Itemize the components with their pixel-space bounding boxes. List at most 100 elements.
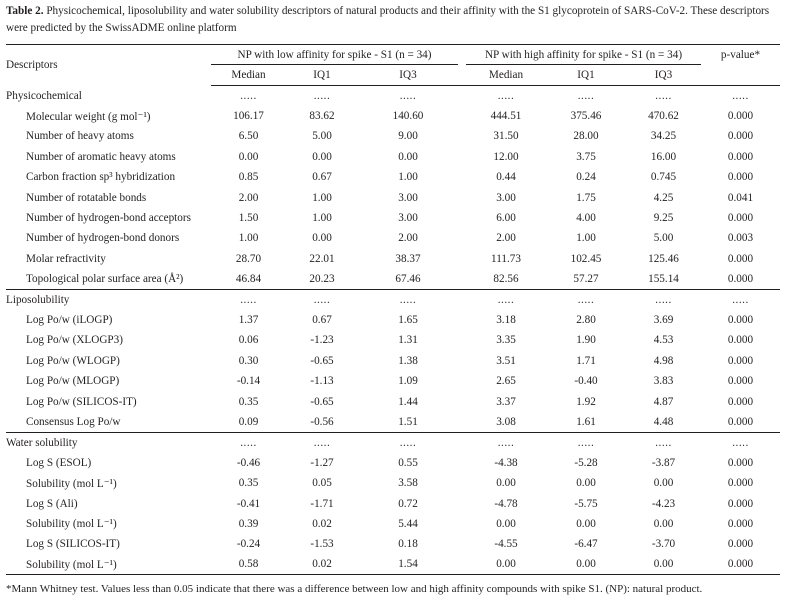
row-value: 0.000 [727,110,754,123]
header-high-affinity: NP with high affinity for spike - S1 (n … [466,44,701,65]
row-value: -1.71 [310,497,334,510]
row-value: 57.27 [573,272,599,285]
descriptor-table: Descriptors NP with low affinity for spi… [6,44,780,576]
row-value: 0.00 [312,150,332,163]
row-value: -0.46 [236,456,261,469]
row-label: Consensus Log Po/w [26,415,121,428]
row-value: 0.06 [238,334,259,347]
section-dots: ..... [655,89,672,102]
row-value: 1.09 [398,375,418,388]
row-value: 4.25 [653,191,674,204]
row-value: 16.00 [650,150,677,163]
section-dots: ..... [701,431,780,453]
row-value: 9.25 [653,212,674,225]
header-high-median: Median [466,64,546,86]
table-row: Carbon fraction sp³ hybridization 0.85 0.6… [6,167,780,187]
header-descriptors: Descriptors [6,44,211,86]
row-value: 0.39 [238,517,259,530]
row-value: 3.00 [398,191,418,204]
row-value: 0.000 [727,130,754,143]
row-value: 4.00 [576,212,596,225]
row-value: 2.00 [496,232,516,245]
table-row: Number of hydrogen-bond donors 1.00 0.00 2.… [6,228,780,248]
row-value: 0.02 [312,517,332,530]
row-value: -1.27 [310,456,334,469]
table-row: Log Po/w (SILICOS-IT) 0.35 -0.65 1.44 3.37 1.… [6,391,780,411]
row-value: 0.09 [238,415,259,428]
row-value: 0.00 [626,554,701,576]
caption-text: Physicochemical, liposolubility and wate… [6,5,770,34]
section-row: Liposolubility..........................… [6,288,780,310]
row-value: 0.000 [727,171,754,184]
header-low-median: Median [211,64,286,86]
row-value: 0.85 [238,171,259,184]
row-value: 31.50 [493,130,519,143]
table-row: Log S (SILICOS-IT) -0.24 -1.53 0.18 -4.55 -6.… [6,534,780,554]
header-low-affinity: NP with low affinity for spike - S1 (n =… [211,44,458,65]
row-value: 1.54 [358,554,458,576]
row-value: 6.00 [496,212,516,225]
row-value: 3.00 [398,212,418,225]
row-value: 1.00 [312,212,332,225]
row-value: 3.83 [653,375,674,388]
table-row: Molar refractivity 28.70 22.01 38.37 111.73 1… [6,249,780,269]
row-label: Topological polar surface area (Å²) [26,272,184,285]
row-value: 2.00 [238,191,259,204]
row-value: -0.65 [310,354,334,367]
row-value: -1.23 [310,334,334,347]
row-value: 0.000 [701,554,780,576]
row-value: 5.44 [398,517,418,530]
section-dots: ..... [546,431,626,453]
row-label: Carbon fraction sp³ hybridization [26,171,176,184]
table-row: Solubility (mol L⁻¹) 0.35 0.05 3.58 0.00 0.00… [6,473,780,493]
row-value: -4.55 [494,538,518,551]
row-value: -0.56 [310,415,334,428]
row-label: Solubility (mol L⁻¹) [26,518,117,531]
row-value: 3.08 [496,415,516,428]
table-row: Molecular weight (g mol⁻¹) 106.17 83.62 140… [6,106,780,126]
row-value: 0.24 [576,171,596,184]
row-value: -4.78 [494,497,518,510]
section-dots: ..... [286,431,358,453]
table-row: Consensus Log Po/w 0.09 -0.56 1.51 3.08 1.61 4… [6,412,780,432]
row-value: 1.51 [398,415,418,428]
row-value: -4.38 [494,456,518,469]
row-value: -0.40 [574,375,598,388]
row-value: 1.44 [398,395,418,408]
row-label: Number of heavy atoms [26,130,134,143]
row-value: 0.35 [238,395,259,408]
row-value: 0.000 [727,517,754,530]
row-label: Log Po/w (MLOGP) [26,375,120,388]
row-value: 38.37 [395,252,421,265]
row-value: 0.67 [312,171,332,184]
row-value: 20.23 [309,272,335,285]
row-value: 82.56 [493,272,519,285]
row-value: 1.00 [398,171,418,184]
row-value: 83.62 [309,110,335,123]
row-value: 46.84 [235,272,262,285]
row-value: -4.23 [651,497,676,510]
row-value: 22.01 [309,252,335,265]
row-value: 0.02 [286,554,358,576]
row-value: 3.00 [496,191,516,204]
row-value: -6.47 [574,538,598,551]
row-value: -5.75 [574,497,598,510]
row-value: -5.28 [574,456,598,469]
row-value: 1.90 [576,334,596,347]
table-footnote: *Mann Whitney test. Values less than 0.0… [6,583,703,595]
section-dots: ..... [546,288,626,310]
section-dots: ..... [240,89,257,102]
row-value: 0.000 [727,272,754,285]
header-low-iq1: IQ1 [286,64,358,86]
row-value: 1.00 [238,232,259,245]
table-row: Solubility (mol L⁻¹) 0.39 0.02 5.44 0.00 0.00… [6,514,780,534]
row-value: 1.92 [576,395,596,408]
table-row: Solubility (mol L⁻¹) 0.58 0.02 1.54 0.00 0.00… [6,554,780,576]
row-value: 0.00 [398,150,418,163]
table-row: Log Po/w (iLOGP) 1.37 0.67 1.65 3.18 2.80 3.69… [6,310,780,330]
row-value: 3.75 [576,150,596,163]
table-row: Number of heavy atoms 6.50 5.00 9.00 31.50 28… [6,126,780,146]
row-label: Number of hydrogen-bond acceptors [26,212,191,225]
row-value: -3.87 [651,456,676,469]
row-value: 470.62 [648,110,679,123]
